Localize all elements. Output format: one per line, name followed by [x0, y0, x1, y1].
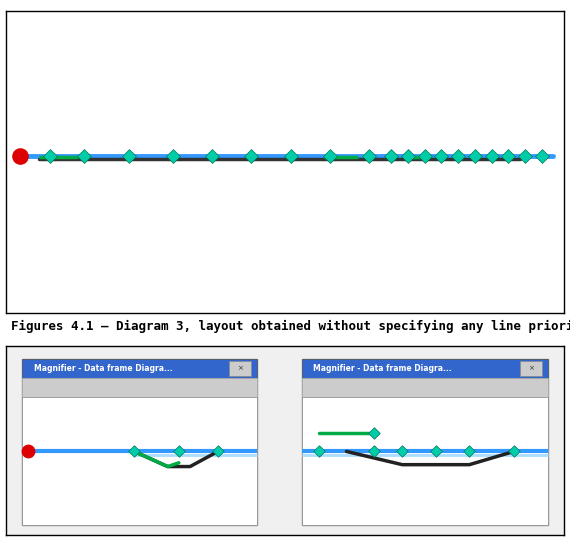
- Point: [398, 447, 407, 456]
- Bar: [22, 396, 257, 525]
- Point: [364, 152, 373, 160]
- Text: Magnifier - Data frame Diagra...: Magnifier - Data frame Diagra...: [313, 364, 451, 373]
- Bar: [22, 378, 257, 396]
- Point: [15, 152, 24, 160]
- Text: ×: ×: [237, 365, 243, 372]
- Point: [454, 152, 463, 160]
- Bar: [302, 378, 548, 396]
- Point: [504, 152, 513, 160]
- Point: [247, 152, 256, 160]
- Point: [386, 152, 396, 160]
- Point: [129, 447, 139, 456]
- Point: [437, 152, 446, 160]
- Point: [370, 428, 379, 437]
- Point: [314, 447, 323, 456]
- Point: [23, 447, 32, 456]
- Point: [213, 447, 222, 456]
- Point: [174, 447, 184, 456]
- Point: [46, 152, 55, 160]
- Point: [325, 152, 334, 160]
- Point: [431, 447, 441, 456]
- Bar: [520, 361, 542, 376]
- Text: Figures 4.1 – Diagram 3, layout obtained without specifying any line priority at: Figures 4.1 – Diagram 3, layout obtained…: [11, 320, 570, 333]
- FancyBboxPatch shape: [22, 359, 257, 525]
- Point: [208, 152, 217, 160]
- Point: [124, 152, 133, 160]
- Text: ×: ×: [528, 365, 534, 372]
- Text: Magnifier - Data frame Diagra...: Magnifier - Data frame Diagra...: [34, 364, 172, 373]
- Point: [465, 447, 474, 456]
- Point: [404, 152, 413, 160]
- Point: [169, 152, 178, 160]
- Bar: [302, 396, 548, 525]
- FancyBboxPatch shape: [302, 359, 548, 525]
- Point: [420, 152, 429, 160]
- Point: [370, 447, 379, 456]
- Point: [520, 152, 530, 160]
- Point: [286, 152, 295, 160]
- Point: [470, 152, 479, 160]
- Point: [538, 152, 547, 160]
- Bar: [302, 359, 548, 378]
- Bar: [22, 359, 257, 378]
- Point: [510, 447, 519, 456]
- Point: [487, 152, 496, 160]
- Bar: [229, 361, 251, 376]
- Point: [79, 152, 88, 160]
